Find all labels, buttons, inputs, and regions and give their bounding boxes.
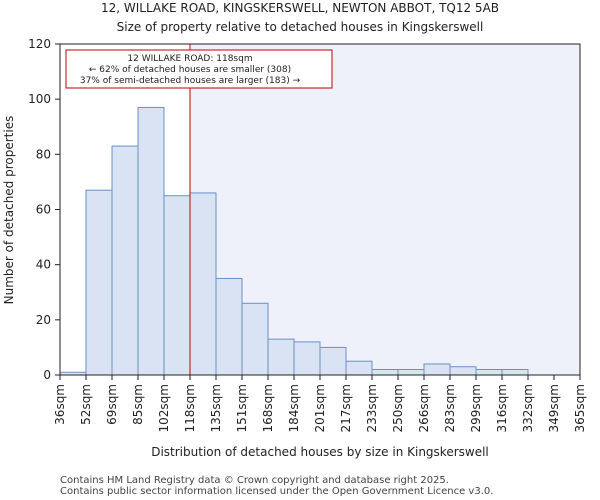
y-axis-label: Number of detached properties: [2, 116, 16, 305]
histogram-bar: [423, 363, 451, 376]
x-axis-label: Distribution of detached houses by size …: [151, 445, 489, 459]
x-tick-label: 201sqm: [313, 384, 327, 432]
footer-line-1: Contains HM Land Registry data © Crown c…: [60, 475, 449, 486]
histogram-bar: [319, 346, 347, 376]
chart-title: 12, WILLAKE ROAD, KINGSKERSWELL, NEWTON …: [101, 1, 499, 15]
histogram-bar: [189, 192, 217, 376]
x-tick-label: 299sqm: [469, 384, 483, 432]
annotation-box: [65, 49, 333, 89]
histogram-bar: [267, 338, 295, 376]
x-tick-label: 250sqm: [391, 384, 405, 432]
y-tick-label: 120: [28, 37, 51, 51]
x-tick-label: 135sqm: [209, 384, 223, 432]
histogram-bar: [293, 341, 321, 376]
x-tick-label: 85sqm: [131, 384, 145, 425]
x-tick-label: 316sqm: [495, 384, 509, 432]
y-tick-label: 0: [43, 368, 51, 382]
annotation-line-1: 12 WILLAKE ROAD: 118sqm: [127, 54, 252, 64]
histogram-bar: [215, 277, 243, 376]
chart-subtitle: Size of property relative to detached ho…: [117, 20, 484, 34]
x-tick-label: 52sqm: [79, 384, 93, 425]
y-tick-label: 40: [36, 258, 51, 272]
y-tick-label: 20: [36, 313, 51, 327]
histogram-bar: [163, 195, 191, 376]
x-tick-label: 69sqm: [105, 384, 119, 425]
x-tick-label: 151sqm: [235, 384, 249, 432]
y-tick-label: 60: [36, 203, 51, 217]
x-tick-label: 217sqm: [339, 384, 353, 432]
histogram-bar: [345, 360, 373, 376]
histogram-bar: [241, 302, 269, 376]
histogram-bar: [371, 368, 399, 376]
x-tick-label: 349sqm: [547, 384, 561, 432]
x-tick-label: 118sqm: [183, 384, 197, 432]
x-tick-label: 233sqm: [365, 384, 379, 432]
histogram-bar: [449, 366, 477, 376]
x-tick-label: 365sqm: [573, 384, 587, 432]
x-tick-label: 168sqm: [261, 384, 275, 432]
x-tick-label: 266sqm: [417, 384, 431, 432]
histogram-bar: [137, 106, 165, 376]
x-tick-label: 184sqm: [287, 384, 301, 432]
x-tick-label: 36sqm: [53, 384, 67, 425]
histogram-bar: [85, 189, 113, 376]
plot-area: 0 20 40 60 80 100 120 36sqm 52sqm 69sqm 85sqm 102sq…: [28, 37, 587, 432]
x-tick-label: 283sqm: [443, 384, 457, 432]
histogram-bar: [501, 368, 529, 376]
histogram-bar: [475, 368, 503, 376]
x-tick-label: 102sqm: [157, 384, 171, 432]
y-tick-label: 80: [36, 147, 51, 161]
histogram-bar: [397, 368, 425, 376]
footer-line-2: Contains public sector information licen…: [60, 486, 493, 497]
annotation-line-2: ← 62% of detached houses are smaller (30…: [89, 65, 291, 75]
annotation-line-3: 37% of semi-detached houses are larger (…: [80, 76, 301, 86]
histogram-bar: [111, 145, 139, 376]
x-tick-label: 332sqm: [521, 384, 535, 432]
y-tick-label: 100: [28, 92, 51, 106]
